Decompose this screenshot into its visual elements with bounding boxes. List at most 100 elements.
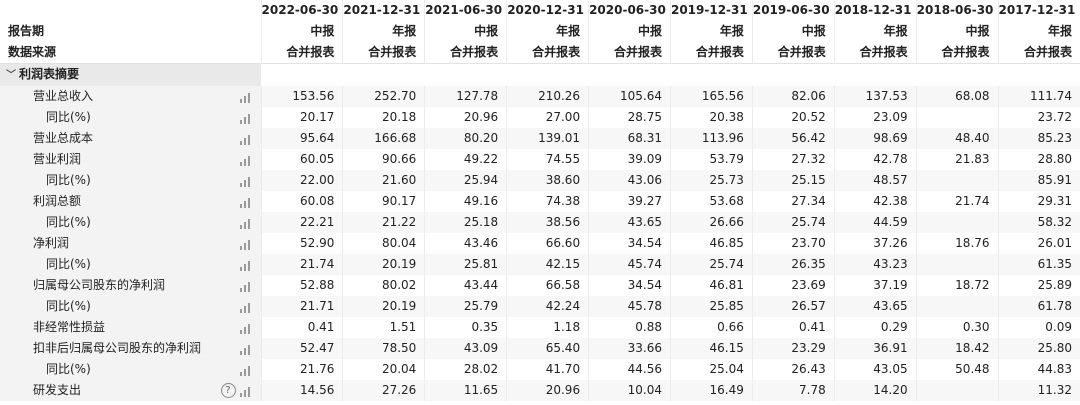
- row-label: 同比(%): [46, 173, 91, 187]
- table-cell: 85.23: [997, 128, 1080, 149]
- bar-chart-icon[interactable]: [239, 134, 252, 145]
- bar-chart-icon[interactable]: [239, 92, 252, 103]
- period-header[interactable]: 2022-06-30: [260, 0, 343, 21]
- table-cell: 45.78: [588, 296, 671, 317]
- period-header[interactable]: 2017-12-31: [997, 0, 1080, 21]
- table-cell: 68.31: [588, 128, 671, 149]
- bar-chart-icon[interactable]: [239, 113, 252, 124]
- table-cell: 21.74: [915, 191, 999, 212]
- table-row: 扣非后归属母公司股东的净利润 52.47 78.50 43.09 65.40 33.66 4…: [0, 338, 1080, 359]
- table-cell: 28.75: [588, 107, 671, 128]
- table-cell: 20.52: [751, 107, 835, 128]
- chevron-down-icon[interactable]: ﹀: [6, 70, 16, 81]
- table-cell: 113.96: [669, 128, 753, 149]
- period-header[interactable]: 2018-12-31: [833, 0, 917, 21]
- table-cell: 20.04: [342, 359, 425, 380]
- period-header[interactable]: 2021-12-31: [342, 0, 425, 21]
- bar-chart-icon[interactable]: [239, 323, 252, 334]
- period-header[interactable]: 2020-06-30: [588, 0, 671, 21]
- table-cell: 0.29: [833, 317, 917, 338]
- table-cell: 53.79: [669, 149, 753, 170]
- table-cell: 18.76: [915, 233, 999, 254]
- report-period-row: 报告期 中报 年报 中报 年报 中报 年报 中报 年报 中报 年报: [0, 21, 1080, 42]
- bar-chart-icon[interactable]: [239, 302, 252, 313]
- row-label: 同比(%): [46, 215, 91, 229]
- data-source-row: 数据来源 合并报表 合并报表 合并报表 合并报表 合并报表 合并报表 合并报表 …: [0, 42, 1080, 64]
- table-cell: 0.30: [915, 317, 999, 338]
- bar-chart-icon[interactable]: [239, 260, 252, 271]
- row-label: 研发支出: [33, 383, 82, 397]
- table-cell: 25.80: [997, 338, 1080, 359]
- table-cell: 0.41: [751, 317, 835, 338]
- bar-chart-icon[interactable]: [239, 344, 252, 355]
- data-source: 合并报表: [342, 42, 425, 64]
- section-toggle[interactable]: ﹀ 利润表摘要: [0, 63, 262, 86]
- table-cell: 65.40: [506, 338, 589, 359]
- table-cell: 74.38: [506, 191, 589, 212]
- period-header[interactable]: 2019-12-31: [669, 0, 753, 21]
- table-row: 非经常性损益 0.41 1.51 0.35 1.18 0.88 0.66 0.41 0.29 0.…: [0, 317, 1080, 338]
- data-source: 合并报表: [997, 42, 1080, 64]
- table-cell: 61.78: [997, 296, 1080, 317]
- table-row: 营业利润 60.05 90.66 49.22 74.55 39.09 53.79 27.32 4…: [0, 149, 1080, 170]
- period-header[interactable]: 2019-06-30: [751, 0, 835, 21]
- data-source: 合并报表: [915, 42, 999, 64]
- period-header-row: 2022-06-30 2021-12-31 2021-06-30 2020-12…: [0, 0, 1080, 21]
- bar-chart-icon[interactable]: [239, 218, 252, 229]
- table-cell: 90.17: [342, 191, 425, 212]
- report-type: 中报: [424, 21, 507, 42]
- data-source: 合并报表: [669, 42, 753, 64]
- table-cell: 0.66: [669, 317, 753, 338]
- table-row: 营业总收入 153.56 252.70 127.78 210.26 105.64 165.5…: [0, 86, 1080, 107]
- table-cell: 25.81: [424, 254, 507, 275]
- table-cell: 37.19: [833, 275, 917, 296]
- bar-chart-icon[interactable]: [239, 176, 252, 187]
- table-cell: 74.55: [506, 149, 589, 170]
- bar-chart-icon[interactable]: [239, 239, 252, 250]
- bar-chart-icon[interactable]: [239, 155, 252, 166]
- report-type: 中报: [588, 21, 671, 42]
- period-header[interactable]: 2020-12-31: [506, 0, 589, 21]
- bar-chart-icon[interactable]: [239, 281, 252, 292]
- row-label: 营业利润: [33, 152, 82, 166]
- table-cell: 41.70: [506, 359, 589, 380]
- row-label-cell: 净利润: [0, 233, 262, 254]
- report-type: 年报: [342, 21, 425, 42]
- table-cell: 48.40: [915, 128, 999, 149]
- section-header-row[interactable]: ﹀ 利润表摘要: [0, 63, 1080, 86]
- table-cell: 21.22: [342, 212, 425, 233]
- table-cell: 42.38: [833, 191, 917, 212]
- table-cell: 48.57: [833, 170, 917, 191]
- report-type: 年报: [506, 21, 589, 42]
- table-cell: 23.70: [751, 233, 835, 254]
- header-corner: [0, 0, 261, 21]
- bar-chart-icon[interactable]: [239, 365, 252, 376]
- table-row: 利润总额 60.08 90.17 49.16 74.38 39.27 53.68 27.34 4…: [0, 191, 1080, 212]
- table-cell: 52.47: [260, 338, 343, 359]
- table-cell: 43.46: [424, 233, 507, 254]
- table-cell: 90.66: [342, 149, 425, 170]
- table-cell: 33.66: [588, 338, 671, 359]
- row-label-cell: 同比(%): [0, 254, 262, 275]
- table-cell: 18.42: [915, 338, 999, 359]
- report-type: 中报: [915, 21, 999, 42]
- table-cell: 38.56: [506, 212, 589, 233]
- table-cell: 46.81: [669, 275, 753, 296]
- bar-chart-icon[interactable]: [239, 197, 252, 208]
- period-header[interactable]: 2021-06-30: [424, 0, 507, 21]
- table-cell: 39.09: [588, 149, 671, 170]
- row-label-cell: 扣非后归属母公司股东的净利润: [0, 338, 262, 359]
- row-label-cell: 同比(%): [0, 212, 262, 233]
- table-cell: 25.73: [669, 170, 753, 191]
- table-cell: 28.80: [997, 149, 1080, 170]
- help-icon[interactable]: ?: [220, 383, 236, 398]
- table-cell: 23.09: [833, 107, 917, 128]
- table-row: 研发支出? 14.56 27.26 11.65 20.96 10.04 16.49 7.78 1…: [0, 380, 1080, 401]
- period-header[interactable]: 2018-06-30: [915, 0, 999, 21]
- bar-chart-icon[interactable]: [239, 386, 252, 397]
- table-cell: [915, 380, 999, 401]
- table-cell: 25.74: [751, 212, 835, 233]
- table-cell: 95.64: [260, 128, 343, 149]
- row-label: 同比(%): [46, 362, 91, 376]
